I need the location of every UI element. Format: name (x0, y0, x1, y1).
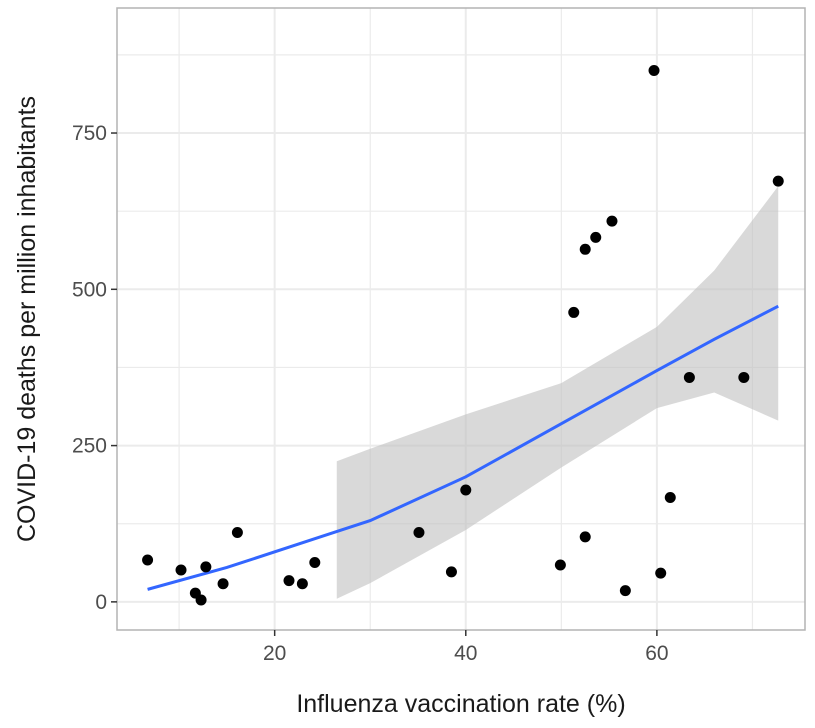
data-point (283, 575, 295, 587)
x-tick-label: 40 (454, 642, 477, 665)
data-point (738, 371, 750, 383)
data-point (195, 594, 207, 606)
data-point (217, 578, 229, 590)
data-point (309, 556, 321, 568)
panel-border (116, 7, 806, 631)
y-axis-title: COVID-19 deaths per million inhabitants (13, 96, 41, 542)
data-point (231, 526, 243, 538)
x-axis-title: Influenza vaccination rate (%) (296, 690, 625, 718)
data-point (554, 559, 566, 571)
data-point (460, 484, 472, 496)
data-point (445, 566, 457, 578)
data-point (619, 585, 631, 597)
confidence-band (336, 186, 779, 599)
data-point (579, 531, 591, 543)
data-point (590, 231, 602, 243)
data-point (648, 65, 660, 77)
data-point (683, 371, 695, 383)
data-points (142, 65, 784, 606)
y-tick-label: 750 (72, 122, 107, 145)
data-point (606, 215, 618, 227)
data-point (142, 554, 154, 566)
x-tick-label: 60 (645, 642, 668, 665)
y-tick-label: 500 (72, 278, 107, 301)
data-point (568, 306, 580, 318)
data-point (655, 567, 667, 579)
data-point (200, 561, 212, 573)
confidence-band-group (336, 186, 779, 599)
axis-ticks: 20 40 60 0 250 500 750 (72, 122, 669, 665)
trend-line-group (147, 304, 779, 591)
x-tick-label: 20 (263, 642, 286, 665)
data-point (772, 175, 784, 187)
y-tick-label: 0 (95, 591, 107, 614)
data-point (413, 526, 425, 538)
trend-line (147, 304, 779, 591)
data-point (175, 564, 187, 576)
data-point (664, 491, 676, 503)
data-point (296, 578, 308, 590)
y-tick-label: 250 (72, 435, 107, 458)
data-point (579, 243, 591, 255)
